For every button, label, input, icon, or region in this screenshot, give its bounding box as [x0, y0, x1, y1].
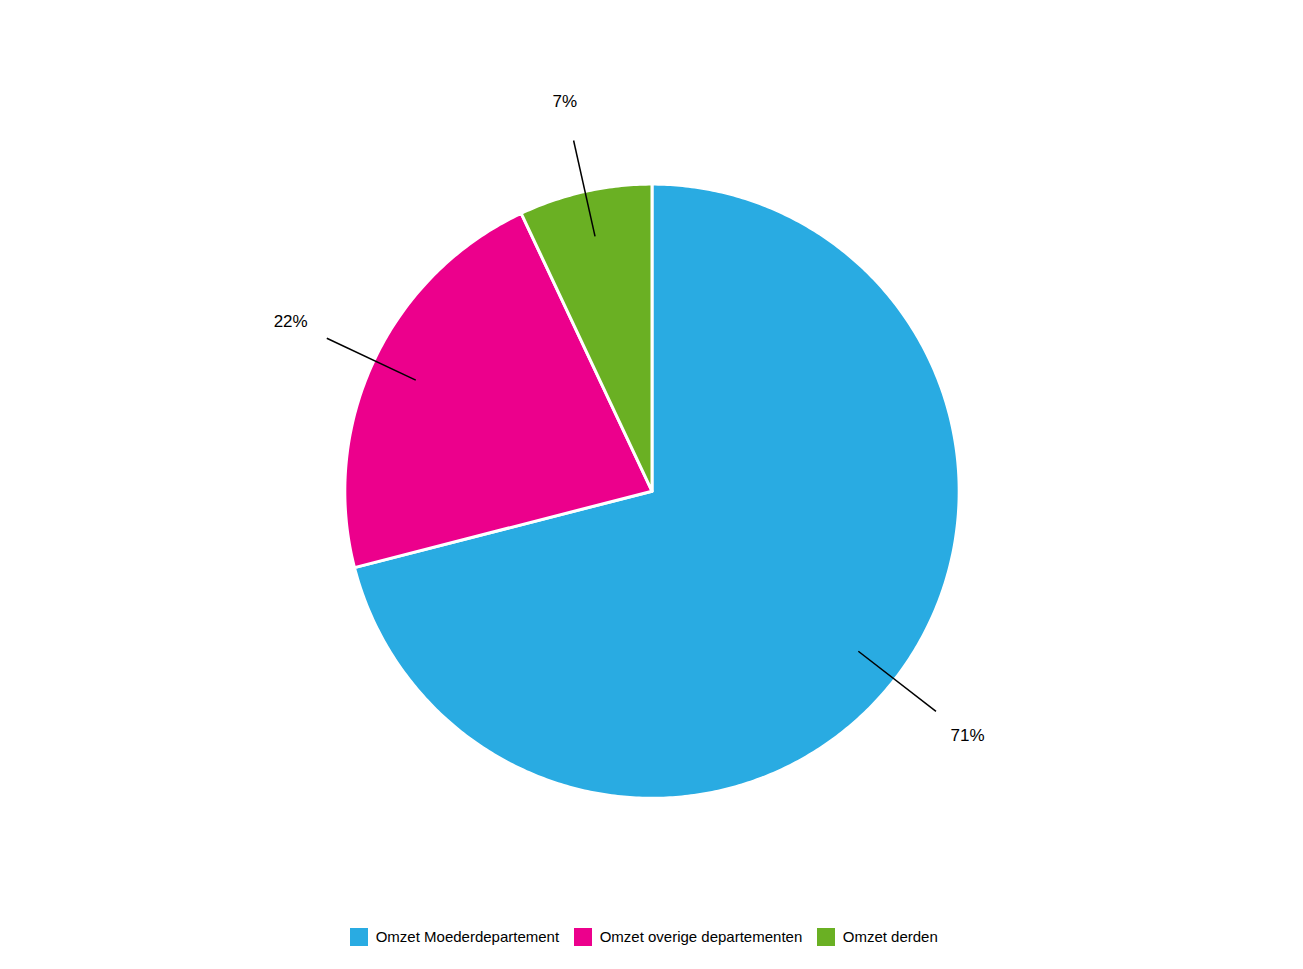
html-text:Omzet derden: Omzet derden — [842, 928, 938, 945]
html-text:Omzet Moederdepartement: Omzet Moederdepartement — [375, 928, 560, 945]
html-text:Omzet overige departementen: Omzet overige departementen — [599, 928, 803, 945]
svg-text:71%: 71% — [951, 726, 985, 745]
svg-text:22%: 22% — [274, 312, 308, 331]
svg-text:7%: 7% — [553, 92, 578, 111]
